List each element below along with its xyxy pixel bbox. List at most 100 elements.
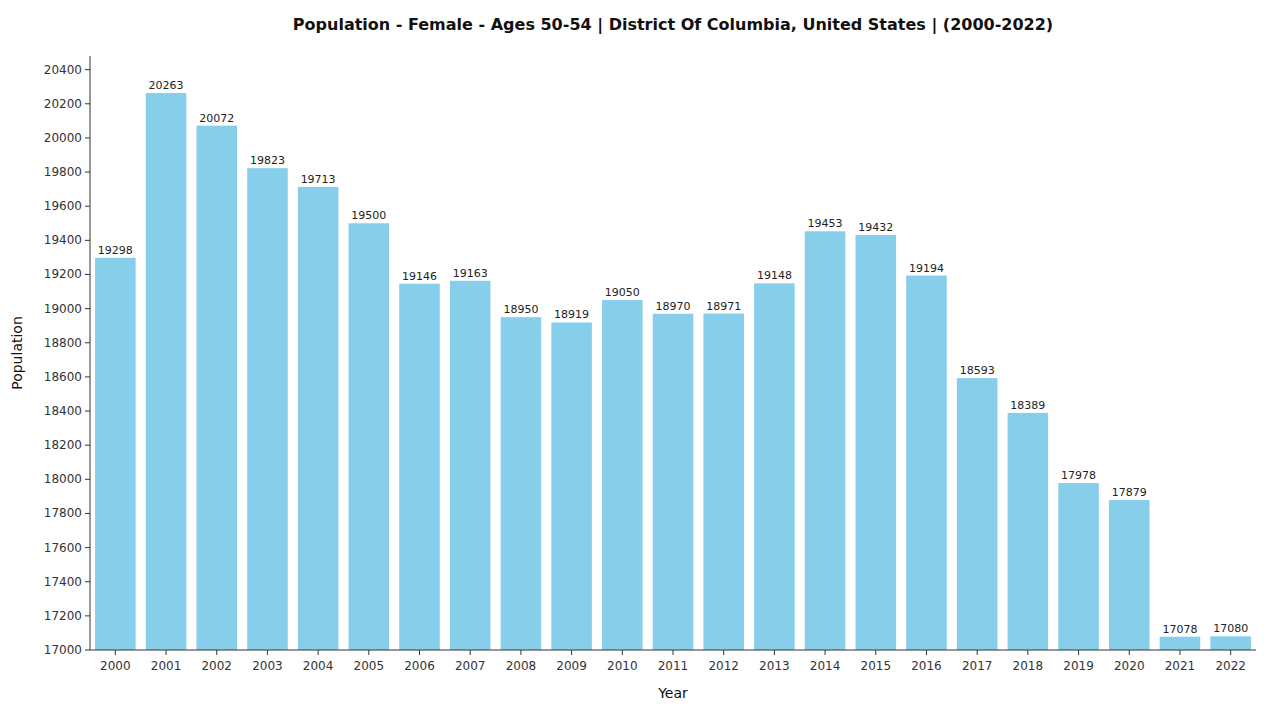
x-tick	[723, 650, 724, 655]
y-tick	[85, 240, 90, 241]
bar	[196, 126, 237, 650]
y-tick-label: 17800	[44, 506, 82, 520]
y-tick	[85, 650, 90, 651]
data-label: 19453	[808, 217, 843, 230]
bar	[501, 317, 542, 650]
x-tick-label: 2015	[861, 659, 892, 673]
bar	[1008, 413, 1049, 650]
y-axis-line	[90, 56, 91, 650]
x-tick	[368, 650, 369, 655]
x-tick-label: 2004	[303, 659, 334, 673]
x-tick	[267, 650, 268, 655]
data-label: 17978	[1061, 469, 1096, 482]
y-tick-label: 17000	[44, 643, 82, 657]
data-label: 19713	[301, 173, 336, 186]
y-tick-label: 19800	[44, 165, 82, 179]
y-tick	[85, 411, 90, 412]
x-tick-label: 2000	[100, 659, 131, 673]
x-tick	[1129, 650, 1130, 655]
y-tick-label: 19200	[44, 267, 82, 281]
x-tick	[622, 650, 623, 655]
bar	[856, 235, 897, 650]
x-tick	[1230, 650, 1231, 655]
data-label: 19146	[402, 270, 437, 283]
bar	[349, 223, 390, 650]
data-label: 19194	[909, 262, 944, 275]
x-tick-label: 2014	[810, 659, 841, 673]
bar	[298, 187, 339, 650]
y-tick	[85, 103, 90, 104]
bar	[754, 283, 795, 650]
page: {"chart_data": {"type": "bar", "title": …	[0, 0, 1280, 720]
bar	[247, 168, 288, 650]
y-tick	[85, 479, 90, 480]
y-tick-label: 18800	[44, 336, 82, 350]
y-tick	[85, 206, 90, 207]
data-label: 18593	[960, 364, 995, 377]
y-tick	[85, 615, 90, 616]
data-label: 19163	[453, 267, 488, 280]
x-tick	[115, 650, 116, 655]
x-tick-label: 2001	[151, 659, 182, 673]
y-tick-label: 19000	[44, 302, 82, 316]
x-tick-label: 2020	[1114, 659, 1145, 673]
y-tick-label: 17400	[44, 575, 82, 589]
x-tick	[1027, 650, 1028, 655]
data-label: 18389	[1010, 399, 1045, 412]
x-tick	[926, 650, 927, 655]
bar	[551, 322, 592, 650]
y-axis-label: Population	[9, 316, 25, 390]
bar	[906, 276, 947, 650]
data-label: 18970	[656, 300, 691, 313]
x-tick-label: 2003	[252, 659, 283, 673]
data-labels: 1929820263200721982319713195001914619163…	[98, 79, 1248, 636]
x-tick	[216, 650, 217, 655]
x-tick-label: 2011	[658, 659, 689, 673]
bar	[602, 300, 643, 650]
y-tick	[85, 172, 90, 173]
y-tick	[85, 274, 90, 275]
data-label: 19823	[250, 154, 285, 167]
bar	[1109, 500, 1150, 650]
x-tick	[774, 650, 775, 655]
x-tick	[875, 650, 876, 655]
y-tick-label: 19400	[44, 233, 82, 247]
x-tick-label: 2009	[556, 659, 587, 673]
y-tick-label: 20400	[44, 63, 82, 77]
bar	[1210, 636, 1251, 650]
x-tick-label: 2012	[708, 659, 739, 673]
bar	[957, 378, 998, 650]
y-tick-label: 17600	[44, 541, 82, 555]
x-tick-label: 2019	[1063, 659, 1094, 673]
bar	[1058, 483, 1099, 650]
y-tick	[85, 445, 90, 446]
x-tick	[977, 650, 978, 655]
data-label: 19298	[98, 244, 133, 257]
chart-svg: 1929820263200721982319713195001914619163…	[0, 0, 1280, 720]
y-tick	[85, 137, 90, 138]
x-tick-label: 2006	[404, 659, 435, 673]
y-tick-label: 20000	[44, 131, 82, 145]
x-tick	[520, 650, 521, 655]
data-label: 20263	[149, 79, 184, 92]
y-tick-label: 18200	[44, 438, 82, 452]
y-tick	[85, 308, 90, 309]
x-tick-label: 2008	[506, 659, 537, 673]
bar	[653, 314, 694, 650]
y-tick	[85, 342, 90, 343]
bar	[146, 93, 187, 650]
x-tick	[166, 650, 167, 655]
x-tick-label: 2021	[1165, 659, 1196, 673]
x-axis-label: Year	[657, 685, 688, 701]
x-tick-label: 2022	[1215, 659, 1246, 673]
data-label: 19148	[757, 269, 792, 282]
data-label: 19432	[858, 221, 893, 234]
data-label: 17879	[1112, 486, 1147, 499]
background	[0, 0, 1280, 720]
bar	[805, 231, 846, 650]
x-tick-label: 2007	[455, 659, 486, 673]
bar	[95, 258, 136, 650]
y-tick-label: 17200	[44, 609, 82, 623]
y-tick	[85, 513, 90, 514]
x-tick-label: 2010	[607, 659, 638, 673]
